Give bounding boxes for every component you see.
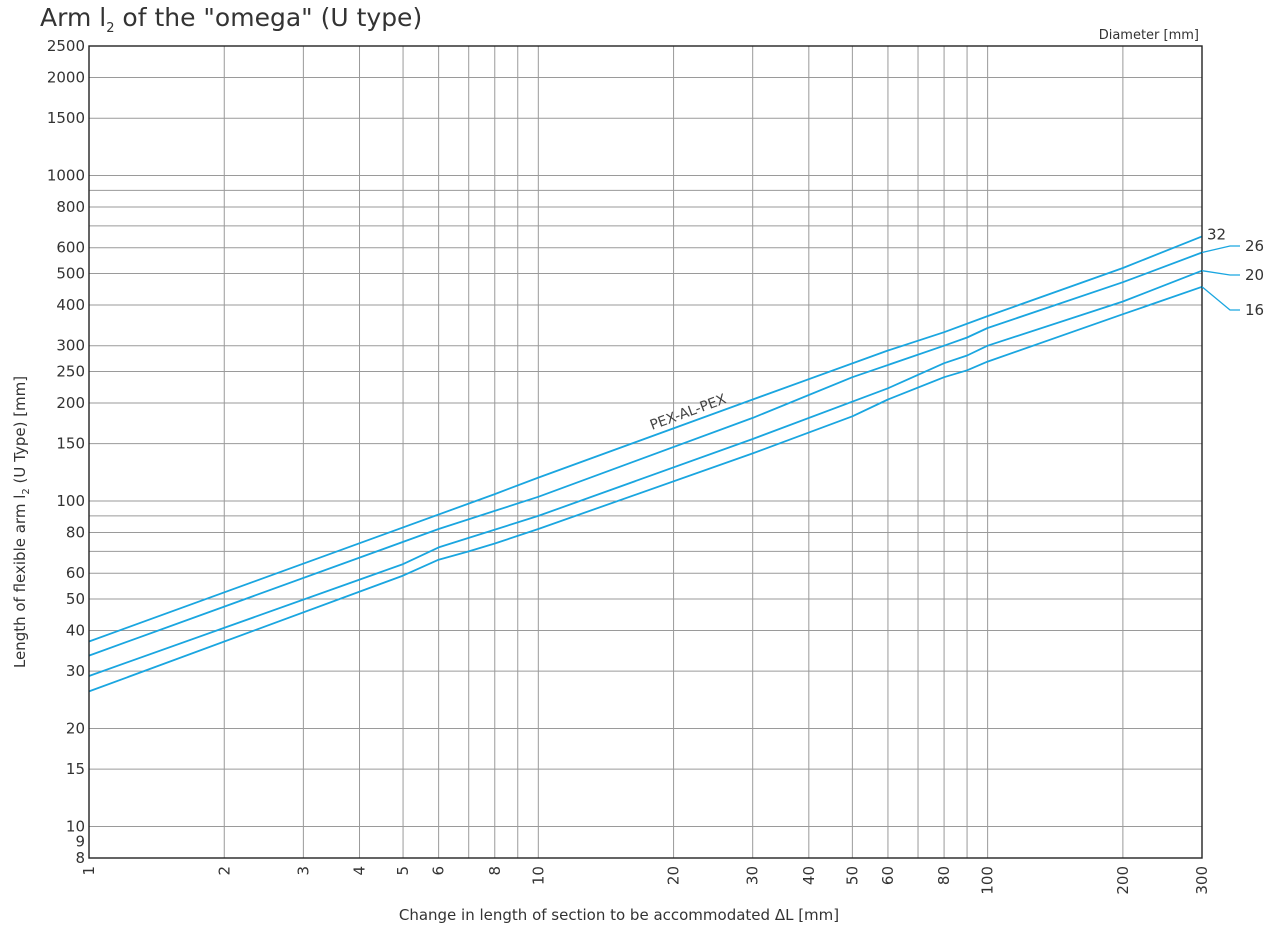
x-tick-label: 300	[1193, 866, 1211, 895]
y-tick-label: 20	[66, 719, 85, 737]
x-tick-label: 8	[486, 866, 504, 876]
x-axis-label: Change in length of section to be accomm…	[399, 906, 839, 924]
series-label-20: 20	[1245, 266, 1264, 284]
y-tick-label: 80	[66, 524, 85, 542]
x-tick-label: 50	[843, 866, 861, 885]
y-axis-label: Length of flexible arm l2 (U Type) [mm]	[11, 376, 32, 668]
y-tick-label: 600	[56, 239, 85, 257]
x-tick-label: 40	[800, 866, 818, 885]
series-line-20	[88, 269, 1203, 677]
series-line-16	[88, 285, 1203, 693]
series-leader-20	[1201, 270, 1240, 276]
series-labels: 32 26 20 16	[1201, 225, 1264, 319]
y-tick-label: 40	[66, 622, 85, 640]
y-tick-label: 300	[56, 337, 85, 355]
y-tick-label: 8	[75, 849, 85, 867]
x-tick-label: 100	[979, 866, 997, 895]
y-tick-label: 1000	[47, 167, 85, 185]
plot-border	[88, 45, 1203, 859]
series-leader-16	[1201, 286, 1240, 311]
x-axis-ticks: 1 2 3 4 5 6 8 10 20 30 40 50 60 80 100 200 300	[80, 866, 1211, 895]
y-tick-label: 200	[56, 394, 85, 412]
series-line-32	[88, 235, 1203, 643]
x-tick-label: 20	[665, 866, 683, 885]
x-tick-label: 1	[80, 866, 98, 876]
y-tick-label: 400	[56, 296, 85, 314]
series-label-16: 16	[1245, 301, 1264, 319]
series-label-32: 32	[1207, 225, 1226, 243]
y-tick-label: 1500	[47, 109, 85, 127]
y-tick-label: 60	[66, 564, 85, 582]
series-lines	[88, 235, 1203, 693]
x-tick-label: 4	[351, 866, 369, 876]
y-tick-label: 50	[66, 590, 85, 608]
x-tick-label: 80	[935, 866, 953, 885]
y-tick-label: 150	[56, 435, 85, 453]
x-tick-label: 2	[215, 866, 233, 876]
chart-title: Arm l2 of the "omega" (U type)	[40, 3, 422, 36]
y-tick-label: 10	[66, 817, 85, 835]
y-tick-label: 800	[56, 198, 85, 216]
x-tick-label: 60	[879, 866, 897, 885]
x-tick-label: 200	[1114, 866, 1132, 895]
x-tick-label: 3	[294, 866, 312, 876]
series-leader-26	[1201, 245, 1240, 254]
y-tick-label: 15	[66, 760, 85, 778]
y-tick-label: 30	[66, 662, 85, 680]
y-tick-label: 100	[56, 492, 85, 510]
x-tick-label: 6	[430, 866, 448, 876]
x-tick-label: 30	[744, 866, 762, 885]
series-label-26: 26	[1245, 237, 1264, 255]
y-tick-label: 9	[75, 832, 85, 850]
y-tick-label: 500	[56, 264, 85, 282]
series-line-26	[88, 251, 1203, 657]
y-tick-label: 2500	[47, 37, 85, 55]
y-tick-label: 2000	[47, 69, 85, 87]
x-tick-label: 5	[394, 866, 412, 876]
plot-frame	[88, 45, 1203, 859]
grid	[88, 45, 1203, 859]
legend-title: Diameter [mm]	[1099, 28, 1199, 43]
y-tick-label: 250	[56, 362, 85, 380]
x-tick-label: 10	[529, 866, 547, 885]
